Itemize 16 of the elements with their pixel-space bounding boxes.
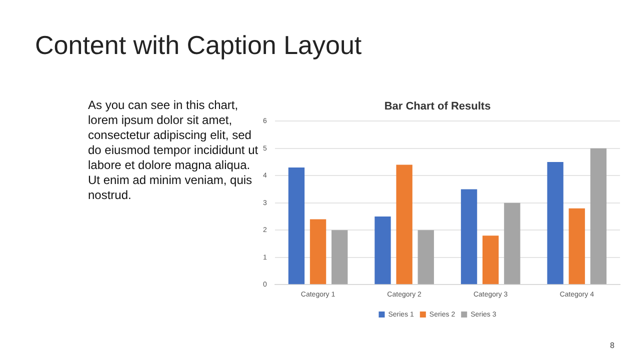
text: Content with Caption Layout xyxy=(35,30,362,61)
bar xyxy=(288,167,305,284)
bar xyxy=(547,162,564,284)
text: 8 xyxy=(610,341,614,350)
bar xyxy=(374,216,391,284)
bar xyxy=(568,208,585,284)
bar xyxy=(332,230,348,284)
bar xyxy=(590,148,607,284)
bar xyxy=(396,164,412,284)
bar xyxy=(418,230,434,284)
text: As you can see in this chart, lorem ipsum dolor sit amet, consectetur adipiscing elit, sed do eiusmod tempor incididunt ut labore et dolore magna aliqua. Ut enim ad minim veniam, quis nostrud. xyxy=(88,98,260,203)
chart-title: Bar Chart of Results xyxy=(384,100,491,113)
bar xyxy=(482,236,499,284)
bar xyxy=(460,189,478,284)
bar xyxy=(310,219,326,284)
bar xyxy=(504,202,520,284)
